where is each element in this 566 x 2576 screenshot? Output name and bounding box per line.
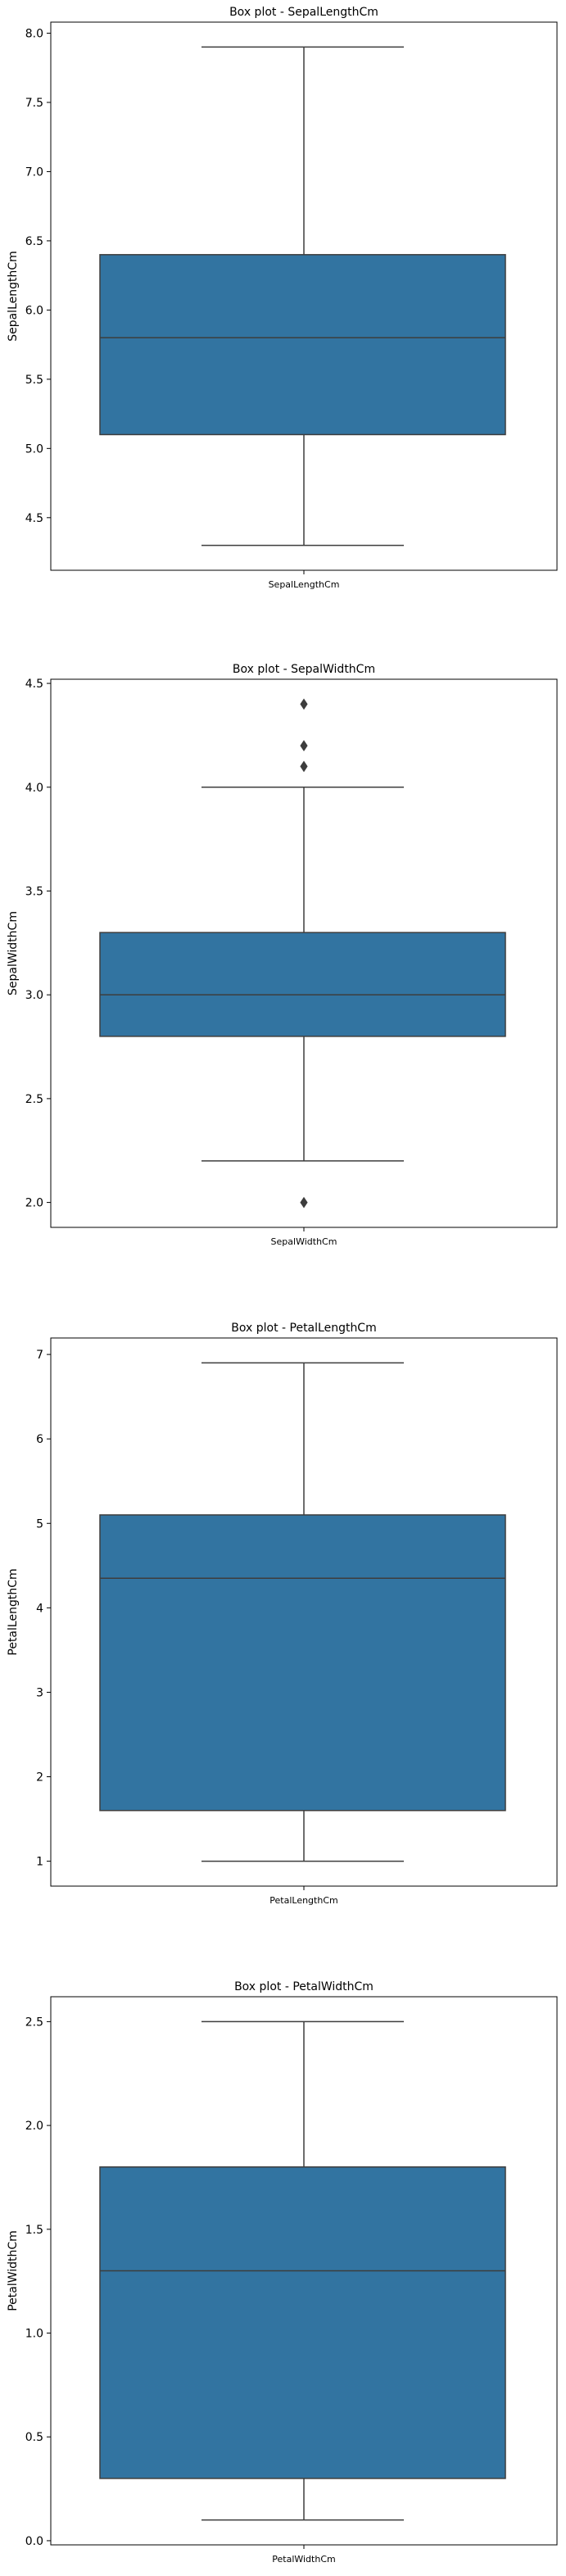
y-tick-label: 3.5: [25, 885, 43, 898]
x-tick-label: SepalWidthCm: [271, 1236, 337, 1247]
iqr-box: [99, 2166, 506, 2479]
subplot-4: Box plot - PetalWidthCm PetalWidthCm 0.0 0.…: [7, 1980, 558, 2565]
y-tick-label: 2.0: [25, 1197, 43, 1210]
y-tick-label: 2.5: [25, 2016, 43, 2029]
y-tick-label: 5: [36, 1517, 43, 1531]
y-tick-label: 0.0: [25, 2535, 43, 2548]
y-tick-label: 0.5: [25, 2431, 43, 2444]
outlier-point: [300, 1196, 308, 1209]
x-tick-label: PetalWidthCm: [272, 2554, 335, 2565]
y-axis-label: SepalLengthCm: [7, 251, 20, 342]
axes-frame: [50, 1337, 558, 1887]
y-tick-label: 1.0: [25, 2328, 43, 2341]
chart-title: Box plot - PetalWidthCm: [234, 1980, 374, 1993]
y-tick-label: 2: [36, 1771, 43, 1785]
iqr-box: [99, 254, 506, 436]
axes-frame: [50, 1996, 558, 2546]
chart-title: Box plot - SepalWidthCm: [233, 663, 375, 676]
y-tick-label: 6.5: [25, 235, 43, 248]
axes-frame: [50, 678, 558, 1228]
iqr-box: [99, 932, 506, 1037]
outlier-point: [300, 740, 308, 751]
y-tick-label: 7.0: [25, 166, 43, 179]
y-tick-label: 3.0: [25, 989, 43, 1002]
y-tick-label: 4.5: [25, 678, 43, 691]
outlier-point: [300, 698, 308, 710]
iqr-box: [99, 1514, 506, 1812]
subplot-3: Box plot - PetalLengthCm PetalLengthCm 1 2 3…: [7, 1322, 558, 1906]
y-axis-label: PetalWidthCm: [7, 2230, 20, 2311]
y-axis-label: SepalWidthCm: [7, 911, 20, 995]
y-tick-label: 4.5: [25, 512, 43, 525]
subplot-1: Box plot - SepalLengthCm SepalLengthCm 4.5…: [7, 6, 558, 590]
chart-title: Box plot - PetalLengthCm: [231, 1322, 376, 1335]
y-tick-label: 2.5: [25, 1093, 43, 1106]
chart-title: Box plot - SepalLengthCm: [229, 6, 378, 19]
y-tick-label: 5.5: [25, 374, 43, 387]
x-tick-label: PetalLengthCm: [269, 1895, 337, 1906]
y-tick-label: 8.0: [25, 28, 43, 41]
y-tick-label: 6: [36, 1433, 43, 1446]
y-tick-label: 2.0: [25, 2120, 43, 2133]
subplot-2: Box plot - SepalWidthCm SepalWidthCm 2.0 2.…: [7, 663, 558, 1247]
y-tick-label: 1: [36, 1856, 43, 1869]
axes-frame: [50, 21, 558, 571]
x-tick-label: SepalLengthCm: [269, 579, 340, 590]
y-tick-label: 3: [36, 1686, 43, 1699]
y-tick-label: 7: [36, 1349, 43, 1362]
y-axis-label: PetalLengthCm: [7, 1568, 20, 1655]
y-tick-label: 6.0: [25, 304, 43, 317]
y-tick-label: 5.0: [25, 442, 43, 456]
outlier-point: [300, 760, 308, 773]
y-tick-label: 7.5: [25, 97, 43, 110]
y-tick-label: 1.5: [25, 2224, 43, 2237]
y-tick-label: 4.0: [25, 782, 43, 795]
y-tick-label: 4: [36, 1602, 43, 1615]
